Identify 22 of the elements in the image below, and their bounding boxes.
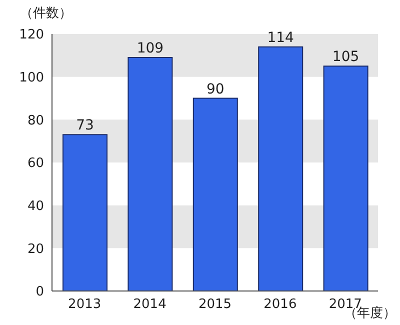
bar [128, 57, 173, 291]
x-tick-label: 2015 [198, 297, 232, 312]
data-label: 73 [76, 118, 94, 134]
bar [192, 98, 238, 291]
x-tick-label: 2016 [264, 297, 297, 312]
y-tick-label: 80 [27, 113, 44, 128]
data-label: 109 [136, 40, 164, 57]
y-tick-label: 120 [19, 28, 44, 43]
y-tick-label: 100 [19, 70, 44, 86]
data-label: 114 [267, 30, 294, 46]
x-tick-label: 2014 [133, 297, 166, 312]
data-label: 90 [206, 81, 224, 98]
y-tick-label: 40 [27, 198, 44, 214]
x-tick-label: 2013 [68, 297, 102, 312]
y-axis-title: （件数） [20, 5, 72, 22]
bar [323, 66, 368, 291]
y-tick-label: 0 [36, 284, 44, 300]
y-tick-label: 60 [27, 156, 44, 172]
bar [62, 134, 108, 291]
bar [258, 46, 304, 291]
y-tick-label: 20 [27, 242, 44, 257]
data-label: 105 [332, 49, 360, 66]
